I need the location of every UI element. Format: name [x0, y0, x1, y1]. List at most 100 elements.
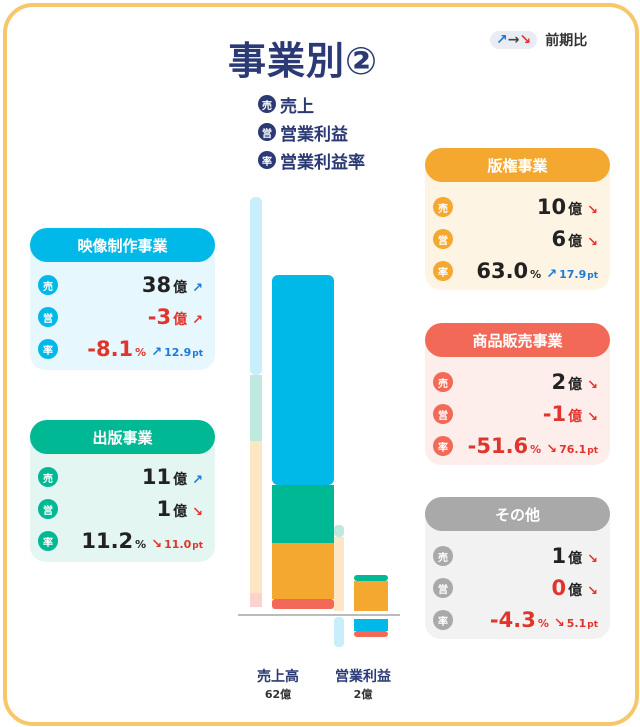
rate-badge-icon: 率: [38, 531, 58, 551]
rate-change: 11.0: [164, 538, 192, 551]
op-label: 営業利益: [335, 669, 391, 685]
unit: 億: [568, 409, 583, 425]
op-value: 0: [551, 576, 567, 600]
legend-item-op: 営 営業利益: [258, 120, 365, 145]
sales-badge-icon: 売: [38, 467, 58, 487]
trend-up-icon: ↗: [192, 313, 203, 328]
trend-up-icon: ↗: [546, 267, 558, 282]
unit: %: [530, 443, 542, 456]
op-bg-publish: [334, 525, 344, 537]
op-row: 営 -1 億 ↘: [433, 399, 598, 429]
sales-axis-label: 売上高 62億: [238, 666, 318, 702]
sales-badge-icon: 売: [38, 275, 58, 295]
op-bar-goods: [272, 599, 334, 609]
segment-title: 版権事業: [425, 148, 610, 182]
segment-title: 商品販売事業: [425, 323, 610, 357]
op-bar-video: [272, 275, 334, 485]
segment-title: 出版事業: [30, 420, 215, 454]
rate-value: -51.6: [467, 434, 529, 458]
rate-badge-icon: 率: [38, 339, 58, 359]
rate-change: 76.1: [559, 443, 587, 456]
op-pos-publish: [354, 575, 388, 581]
sales-row: 売 1 億 ↘: [433, 541, 598, 571]
op-row: 営 1 億 ↘: [38, 494, 203, 524]
rate-change: 12.9: [164, 346, 192, 359]
op-value: 6: [551, 227, 567, 251]
op-bar-rights: [272, 543, 334, 599]
rate-row: 率 63.0% ↗ 17.9pt: [433, 256, 598, 286]
segment-bar-chart: [238, 197, 400, 647]
op-badge-icon: 営: [38, 499, 58, 519]
rate-badge-icon: 率: [433, 610, 453, 630]
rate-badge-icon: 率: [433, 436, 453, 456]
segment-card-goods: 商品販売事業 売 2 億 ↘ 営 -1 億 ↘ 率 -51.6% ↘ 76.1pt: [425, 323, 610, 465]
unit: pt: [192, 541, 203, 551]
trend-down-icon: ↘: [192, 505, 203, 520]
rate-value: -4.3: [489, 608, 536, 632]
sales-bg-rights: [250, 441, 262, 593]
op-row: 営 6 億 ↘: [433, 224, 598, 254]
legend-item-sales: 売 売上: [258, 92, 365, 117]
rate-value: 11.2: [81, 529, 134, 553]
trend-down-icon: ↘: [587, 378, 598, 393]
sales-row: 売 10 億 ↘: [433, 192, 598, 222]
unit: 億: [568, 202, 583, 218]
rate-badge-icon: 率: [258, 151, 276, 169]
sales-badge-icon: 売: [433, 197, 453, 217]
op-bg-neg: [334, 617, 344, 647]
rate-change: 17.9: [559, 268, 587, 281]
unit: pt: [587, 446, 598, 456]
unit: pt: [192, 349, 203, 359]
op-row: 営 0 億 ↘: [433, 573, 598, 603]
unit: %: [135, 346, 147, 359]
segment-title: 映像制作事業: [30, 228, 215, 262]
sales-row: 売 2 億 ↘: [433, 367, 598, 397]
op-row: 営 -3 億 ↗: [38, 302, 203, 332]
rate-value: -8.1: [87, 337, 134, 361]
op-badge-icon: 営: [433, 404, 453, 424]
sales-value: 11: [141, 465, 172, 489]
unit: 億: [173, 472, 188, 488]
segment-title: その他: [425, 497, 610, 531]
op-pos-rights: [354, 581, 388, 611]
trend-arrows-icon: ↗→↘: [490, 31, 538, 49]
op-badge-icon: 営: [38, 307, 58, 327]
trend-down-icon: ↘: [587, 203, 598, 218]
segment-card-rights: 版権事業 売 10 億 ↘ 営 6 億 ↘ 率 63.0% ↗ 17.9pt: [425, 148, 610, 290]
legend-item-rate: 率 営業利益率: [258, 148, 365, 173]
sales-value: 2: [551, 370, 567, 394]
sales-bg-video: [250, 197, 262, 375]
unit: 億: [173, 504, 188, 520]
sales-label: 売上高: [257, 669, 299, 685]
unit: %: [537, 617, 549, 630]
sales-badge-icon: 売: [433, 372, 453, 392]
op-value: 1: [156, 497, 172, 521]
rate-row: 率 -8.1% ↗ 12.9pt: [38, 334, 203, 364]
op-neg-goods: [354, 631, 388, 637]
unit: 億: [568, 551, 583, 567]
segment-card-video: 映像制作事業 売 38 億 ↗ 営 -3 億 ↗ 率 -8.1% ↗ 12.9pt: [30, 228, 215, 370]
rate-row: 率 -51.6% ↘ 76.1pt: [433, 431, 598, 461]
op-badge-icon: 営: [433, 229, 453, 249]
trend-down-icon: ↘: [151, 537, 163, 552]
comparison-label: 前期比: [545, 33, 588, 49]
segment-card-publishing: 出版事業 売 11 億 ↗ 営 1 億 ↘ 率 11.2% ↘ 11.0pt: [30, 420, 215, 562]
unit: 億: [173, 312, 188, 328]
trend-down-icon: ↘: [553, 616, 565, 631]
segment-card-other: その他 売 1 億 ↘ 営 0 億 ↘ 率 -4.3% ↘ 5.1pt: [425, 497, 610, 639]
op-axis-label: 営業利益 2億: [318, 666, 408, 702]
rate-change: 5.1: [566, 617, 587, 630]
legend-label: 売上: [280, 96, 314, 117]
op-badge-icon: 営: [258, 123, 276, 141]
sales-value: 38: [141, 273, 172, 297]
op-value: -1: [542, 402, 567, 426]
rate-row: 率 -4.3% ↘ 5.1pt: [433, 605, 598, 635]
unit: %: [135, 538, 147, 551]
sales-total: 62億: [264, 688, 292, 701]
legend-label: 営業利益: [280, 124, 348, 145]
sales-badge-icon: 売: [258, 95, 276, 113]
unit: %: [530, 268, 542, 281]
unit: pt: [587, 620, 598, 630]
sales-value: 1: [551, 544, 567, 568]
unit: pt: [587, 271, 598, 281]
